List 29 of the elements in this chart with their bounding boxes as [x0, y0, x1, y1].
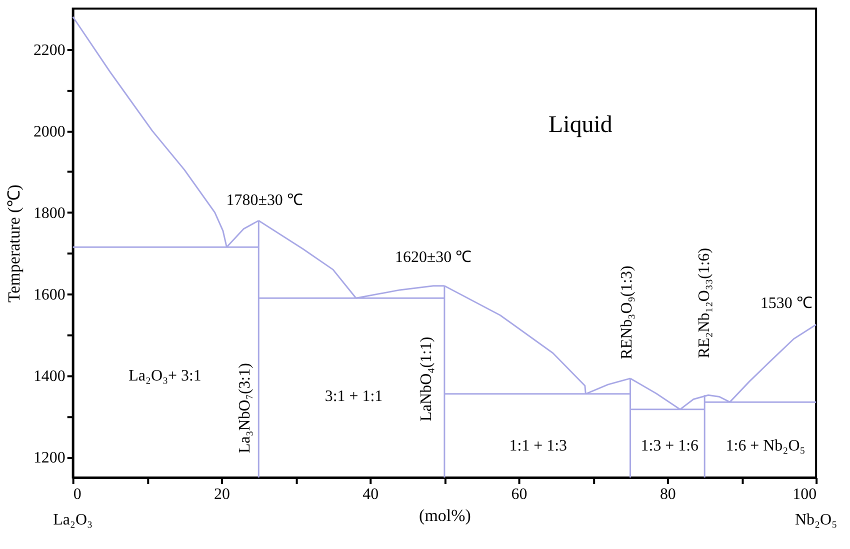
annotation: La₃NbO₇(3:1): [236, 363, 254, 454]
annotation: 1780±30 ℃: [226, 192, 303, 209]
y-tick-label: 2200: [33, 42, 66, 59]
annotation: RE₂Nb₁₂O₃₃(1:6): [696, 248, 713, 358]
y-tick-label: 1200: [33, 450, 66, 467]
x-tick-label: 80: [660, 486, 676, 503]
x-tick-label: 40: [362, 486, 379, 503]
text: La₂O₃: [53, 512, 93, 529]
y-axis-title: Temperature (℃): [4, 184, 24, 303]
annotation: RENb₃O₉(1:3): [618, 266, 636, 360]
x-tick-label: 0: [73, 486, 82, 503]
annotation: Liquid: [548, 112, 612, 138]
annotation: 3:1 + 1:1: [324, 388, 383, 405]
annotation: 1:1 + 1:3: [509, 438, 567, 455]
text: Nb₂O₅: [795, 512, 838, 529]
annotation: La₂O₃+ 3:1: [128, 368, 202, 385]
annotation: 1:3 + 1:6: [640, 438, 699, 455]
x-tick-label: 100: [792, 486, 817, 503]
annotation: 1:6 + Nb₂O₅: [726, 438, 806, 455]
y-tick-label: 2000: [33, 123, 66, 140]
y-tick-label: 1800: [33, 204, 66, 222]
x-tick-label: 20: [214, 486, 230, 503]
x-axis-title: (mol%): [419, 506, 471, 525]
y-tick-label: 1600: [33, 286, 66, 304]
annotation: LaNbO₄(1:1): [418, 336, 435, 422]
annotation: 1530 ℃: [760, 295, 812, 312]
annotation: 1620±30 ℃: [395, 249, 472, 266]
y-tick-label: 1400: [33, 368, 66, 386]
x-tick-label: 60: [511, 486, 528, 503]
